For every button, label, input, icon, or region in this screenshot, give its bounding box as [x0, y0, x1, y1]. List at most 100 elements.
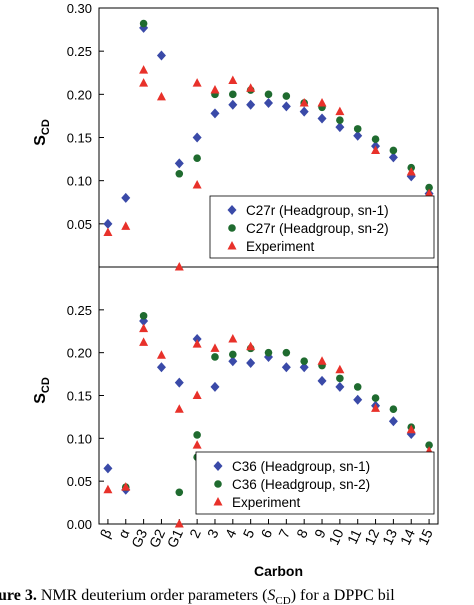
- circle-point: [389, 405, 398, 414]
- triangle-point: [156, 91, 166, 101]
- circle-point: [300, 357, 308, 366]
- diamond-point: [299, 106, 309, 117]
- triangle-point: [227, 241, 237, 250]
- triangle-point: [139, 323, 149, 333]
- circle-point: [264, 348, 273, 357]
- triangle-point: [335, 106, 345, 116]
- triangle-point: [317, 356, 327, 365]
- triangle-point: [371, 145, 381, 154]
- triangle-point: [192, 78, 202, 87]
- circle-point: [139, 312, 148, 320]
- x-tick-label: G3: [128, 526, 150, 550]
- caption-part: ure 3.: [0, 587, 37, 604]
- triangle-point: [371, 403, 381, 412]
- diamond-point: [174, 158, 184, 169]
- circle-point: [425, 441, 433, 449]
- circle-point: [336, 116, 344, 125]
- y-tick-label: 0.20: [67, 346, 92, 361]
- y-label-main: S: [32, 135, 49, 146]
- circle-point: [211, 353, 219, 361]
- caption-part: S: [267, 587, 275, 604]
- diamond-point: [228, 99, 238, 110]
- circle-point: [214, 480, 222, 488]
- triangle-point: [317, 97, 327, 107]
- diamond-point: [213, 461, 223, 471]
- triangle-point: [406, 424, 416, 434]
- y-axis-label: SCD: [32, 119, 52, 146]
- x-tick-label: β: [97, 527, 115, 541]
- triangle-point: [335, 364, 345, 374]
- triangle-point: [406, 167, 416, 176]
- triangle-point: [228, 333, 238, 343]
- y-tick-label: 0.25: [67, 303, 92, 318]
- y-tick-label: 0.05: [67, 474, 92, 489]
- y-tick-label: 0.10: [67, 431, 92, 446]
- triangle-point: [139, 65, 149, 74]
- x-tick-label: 3: [204, 526, 222, 540]
- x-tick-label: 12: [361, 526, 382, 547]
- diamond-point: [121, 192, 131, 203]
- diamond-point: [156, 362, 166, 373]
- triangle-point: [192, 390, 202, 399]
- x-tick-label: 8: [293, 526, 311, 540]
- x-tick-label: 15: [415, 526, 436, 547]
- triangle-point: [192, 179, 202, 189]
- triangle-point: [192, 339, 202, 348]
- circle-point: [336, 374, 344, 383]
- legend-label: C27r (Headgroup, sn-2): [246, 221, 389, 236]
- circle-point: [353, 383, 362, 391]
- diamond-point: [281, 362, 291, 373]
- y-tick-label: 0.10: [67, 174, 92, 189]
- circle-point: [371, 135, 380, 144]
- y-tick-label: 0.30: [67, 1, 92, 16]
- triangle-point: [174, 404, 184, 413]
- diamond-point: [174, 377, 184, 388]
- diamond-point: [246, 99, 256, 110]
- diamond-point: [228, 356, 238, 367]
- diamond-point: [299, 362, 309, 373]
- circle-point: [229, 350, 237, 359]
- x-tick-label: 10: [326, 526, 347, 547]
- triangle-point: [213, 497, 223, 506]
- triangle-point: [228, 75, 238, 85]
- diamond-point: [335, 381, 345, 392]
- legend-label: C27r (Headgroup, sn-1): [246, 203, 389, 218]
- y-label-sub: CD: [40, 377, 52, 393]
- triangle-point: [299, 97, 309, 107]
- legend-box: [209, 195, 435, 259]
- circle-point: [282, 348, 291, 357]
- triangle-point: [246, 83, 256, 92]
- triangle-point: [210, 85, 220, 94]
- x-tick-label: 13: [379, 526, 400, 547]
- x-tick-label: 5: [240, 526, 258, 540]
- circle-point: [282, 92, 291, 100]
- y-tick-label: 0.15: [67, 389, 92, 404]
- circle-point: [425, 183, 433, 192]
- diamond-point: [192, 333, 202, 344]
- caption-part: ) for a DPPC bil: [291, 587, 396, 604]
- diamond-point: [388, 152, 398, 163]
- triangle-point: [121, 482, 131, 491]
- x-tick-label: 14: [397, 526, 418, 547]
- triangle-point: [192, 440, 202, 449]
- x-tick-label: 6: [257, 526, 275, 540]
- diamond-point: [317, 375, 327, 386]
- diamond-point: [317, 113, 327, 124]
- legend-box: [195, 451, 435, 515]
- diamond-point: [353, 394, 363, 405]
- y-tick-label: 0.05: [67, 217, 92, 232]
- triangle-point: [103, 227, 113, 236]
- triangle-point: [174, 519, 184, 528]
- y-tick-label: 0.20: [67, 87, 92, 102]
- caption-part: NMR deuterium order parameters (: [37, 587, 268, 604]
- circle-point: [264, 90, 273, 99]
- circle-point: [175, 169, 184, 178]
- x-axis-label: Carbon: [254, 563, 303, 579]
- x-tick-label: 7: [275, 526, 293, 540]
- diamond-point: [264, 97, 273, 108]
- caption-part: CD: [275, 595, 290, 605]
- y-tick-label: 0.25: [67, 44, 92, 59]
- y-axis-label: SCD: [32, 377, 52, 404]
- circle-point: [228, 224, 236, 232]
